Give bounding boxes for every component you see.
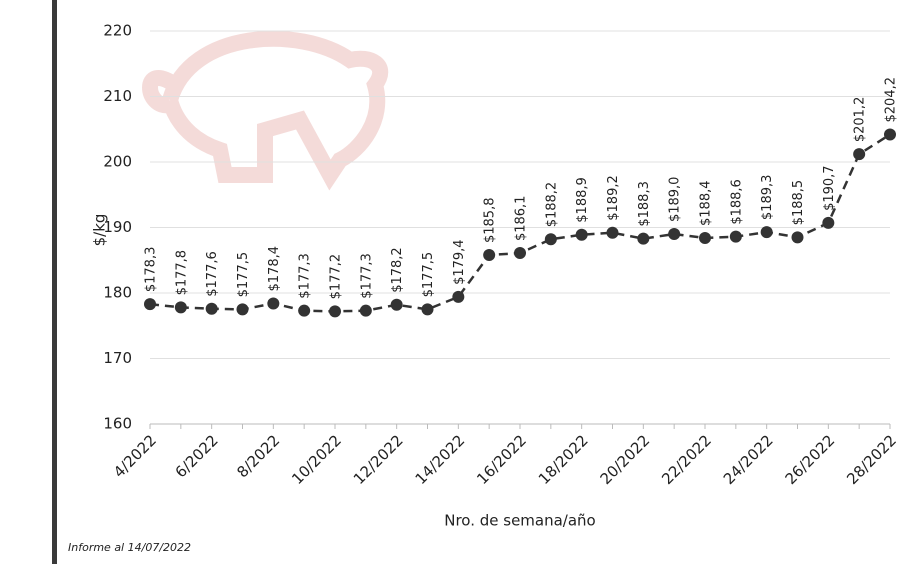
value-label: $188,4	[699, 180, 714, 226]
value-label: $177,5	[236, 252, 251, 298]
side-bar	[52, 0, 57, 564]
watermark	[150, 39, 380, 175]
value-label: $188,9	[575, 177, 590, 223]
data-point	[699, 232, 711, 244]
data-point	[329, 305, 341, 317]
value-label: $189,2	[606, 175, 621, 221]
value-label: $188,6	[729, 179, 744, 225]
data-point	[237, 303, 249, 315]
x-tick-label: 12/2022	[350, 431, 407, 488]
data-point	[822, 217, 834, 229]
value-label: $185,8	[483, 198, 498, 243]
value-label: $189,0	[668, 177, 683, 223]
value-label: $188,2	[544, 182, 559, 228]
data-point	[761, 226, 773, 238]
value-label: $201,2	[853, 97, 868, 143]
value-label: $188,3	[637, 181, 652, 227]
value-label: $177,5	[421, 252, 436, 298]
chart: $/kg Nro. de semana/año Informe al 14/07…	[0, 0, 917, 564]
data-point	[391, 299, 403, 311]
x-tick-label: 10/2022	[288, 431, 345, 488]
value-label: $189,3	[760, 175, 775, 221]
data-point	[175, 301, 187, 313]
x-tick-label: 28/2022	[843, 431, 900, 488]
data-point	[607, 227, 619, 239]
value-label: $177,3	[298, 253, 313, 299]
y-tick-label: 200	[103, 153, 132, 171]
x-tick-label: 16/2022	[473, 431, 530, 488]
value-label: $177,2	[329, 254, 344, 300]
data-point	[144, 298, 156, 310]
x-tick-label: 8/2022	[233, 431, 283, 481]
data-point	[792, 231, 804, 243]
data-point	[853, 148, 865, 160]
data-point	[483, 249, 495, 261]
value-label: $204,2	[884, 77, 899, 123]
value-label: $178,4	[267, 246, 282, 292]
y-tick-label: 180	[103, 284, 132, 302]
data-point	[206, 303, 218, 315]
y-tick-label: 170	[103, 349, 132, 367]
data-point	[267, 297, 279, 309]
y-tick-label: 210	[103, 87, 132, 105]
data-point	[422, 303, 434, 315]
x-tick-label: 20/2022	[597, 431, 654, 488]
x-tick-label: 4/2022	[110, 431, 160, 481]
y-tick-label: 220	[103, 22, 132, 40]
value-label: $190,7	[822, 165, 837, 211]
value-label: $177,6	[205, 251, 220, 297]
data-point	[298, 305, 310, 317]
y-tick-label: 160	[103, 415, 132, 433]
x-tick-label: 18/2022	[535, 431, 592, 488]
data-point	[730, 231, 742, 243]
data-point	[360, 305, 372, 317]
value-label: $178,2	[390, 247, 405, 293]
value-label: $177,8	[174, 250, 189, 296]
x-tick-label: 24/2022	[720, 431, 777, 488]
y-tick-label: 190	[103, 218, 132, 236]
x-axis-label: Nro. de semana/año	[444, 512, 596, 530]
x-tick-label: 6/2022	[172, 431, 222, 481]
data-point	[576, 229, 588, 241]
value-label: $178,3	[144, 247, 159, 293]
value-label: $177,3	[359, 253, 374, 299]
note: Informe al 14/07/2022	[68, 541, 191, 554]
data-point	[637, 233, 649, 245]
data-point	[884, 128, 896, 140]
x-tick-label: 22/2022	[658, 431, 715, 488]
data-point	[545, 233, 557, 245]
data-point	[668, 228, 680, 240]
value-label: $188,5	[791, 180, 806, 226]
value-label: $179,4	[452, 239, 467, 285]
value-label: $186,1	[514, 196, 529, 242]
data-point	[452, 291, 464, 303]
x-tick-label: 14/2022	[412, 431, 469, 488]
x-tick-label: 26/2022	[782, 431, 839, 488]
data-point	[514, 247, 526, 259]
